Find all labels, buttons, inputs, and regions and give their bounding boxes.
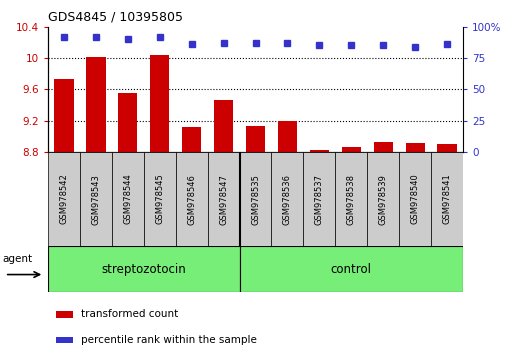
Text: GSM978540: GSM978540 (410, 174, 419, 224)
Bar (214, 99, 233, 152)
Bar (239, 246, 462, 292)
Text: GSM978538: GSM978538 (346, 173, 355, 225)
Text: transformed count: transformed count (81, 309, 178, 319)
Text: GSM978547: GSM978547 (219, 174, 228, 224)
Bar (430, 152, 462, 246)
Bar (239, 152, 271, 246)
Text: GDS4845 / 10395805: GDS4845 / 10395805 (48, 11, 183, 24)
Text: GSM978537: GSM978537 (314, 173, 323, 225)
Text: GSM978543: GSM978543 (91, 174, 100, 224)
Text: GSM978545: GSM978545 (155, 174, 164, 224)
Bar (207, 152, 239, 246)
Text: GSM978539: GSM978539 (378, 174, 387, 224)
Bar (150, 55, 169, 152)
Text: streptozotocin: streptozotocin (101, 263, 186, 275)
Bar (335, 152, 367, 246)
Text: GSM978544: GSM978544 (123, 174, 132, 224)
Bar (143, 152, 175, 246)
Bar (48, 152, 80, 246)
Bar (118, 93, 137, 152)
Bar (271, 152, 303, 246)
Bar (182, 127, 201, 152)
Text: GSM978542: GSM978542 (60, 174, 68, 224)
Bar (309, 150, 328, 152)
Bar (175, 152, 207, 246)
Bar (373, 142, 392, 152)
Bar (437, 144, 456, 152)
Text: agent: agent (3, 254, 32, 264)
Bar (86, 57, 106, 152)
Bar (245, 126, 265, 152)
Bar (55, 79, 73, 152)
Bar (277, 121, 296, 152)
Bar (80, 152, 112, 246)
Bar (56, 337, 73, 343)
Bar (398, 152, 430, 246)
Bar (112, 152, 143, 246)
Text: GSM978546: GSM978546 (187, 174, 196, 224)
Text: GSM978535: GSM978535 (250, 174, 260, 224)
Bar (405, 143, 424, 152)
Bar (367, 152, 398, 246)
Text: control: control (330, 263, 371, 275)
Text: percentile rank within the sample: percentile rank within the sample (81, 335, 257, 344)
Text: GSM978541: GSM978541 (442, 174, 450, 224)
Bar (56, 312, 73, 318)
Bar (341, 147, 360, 152)
Bar (48, 246, 239, 292)
Text: GSM978536: GSM978536 (282, 173, 291, 225)
Bar (303, 152, 335, 246)
